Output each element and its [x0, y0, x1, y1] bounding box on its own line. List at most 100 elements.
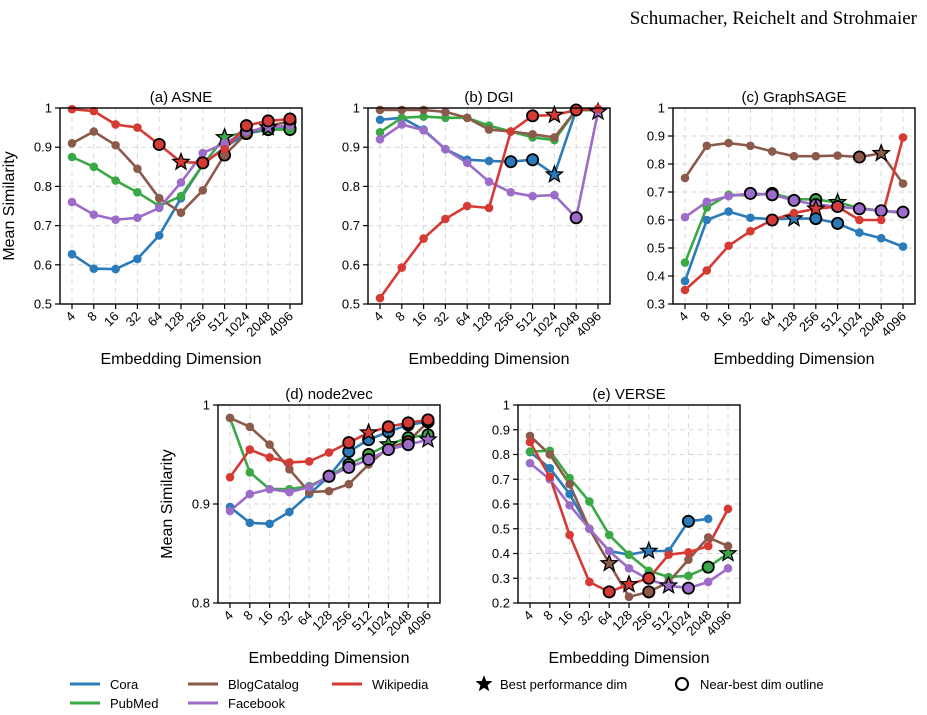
data-point-blogcatalog — [441, 107, 450, 117]
outlined-point-pubmed — [701, 560, 715, 574]
data-point-wikipedia — [220, 144, 229, 154]
best-star-blogcatalog — [871, 143, 892, 162]
data-point-blogcatalog — [462, 113, 472, 123]
outlined-point-wikipedia — [526, 109, 540, 123]
data-point-facebook — [67, 197, 77, 207]
data-point-facebook — [506, 187, 516, 197]
outlined-point-facebook — [743, 186, 757, 200]
x-tick-label: 16 — [714, 309, 735, 330]
data-point-pubmed — [585, 497, 594, 506]
outlined-point-facebook — [401, 438, 415, 452]
data-point-wikipedia — [664, 550, 673, 560]
data-point-facebook — [225, 506, 235, 516]
data-point-wikipedia — [397, 263, 407, 272]
y-tick-label: 1 — [45, 101, 52, 116]
series-line-cora — [529, 450, 709, 557]
data-point-wikipedia — [680, 285, 690, 295]
data-point-wikipedia — [724, 241, 733, 251]
x-tick-label: 32 — [431, 309, 452, 330]
y-tick-label: 0.4 — [492, 546, 510, 561]
data-point-facebook — [624, 564, 634, 573]
data-point-blogcatalog — [550, 133, 559, 142]
data-point-facebook — [723, 564, 733, 573]
data-point-facebook — [220, 138, 229, 148]
data-point-facebook — [724, 191, 733, 201]
legend-outline-label: Near-best dim outline — [700, 677, 824, 692]
data-point-blogcatalog — [898, 179, 908, 188]
x-tick-label: 256 — [183, 309, 209, 335]
x-tick-label: 128 — [161, 309, 187, 335]
data-point-blogcatalog — [680, 173, 690, 183]
x-tick-label: 8 — [392, 309, 408, 325]
data-point-cora — [133, 254, 142, 264]
data-point-cora — [746, 213, 755, 223]
outlined-point-wikipedia — [765, 213, 779, 227]
data-point-pubmed — [397, 113, 407, 123]
data-point-wikipedia — [545, 472, 555, 482]
x-tick-label: 8 — [240, 608, 256, 624]
best-star-wikipedia — [544, 104, 565, 124]
data-point-facebook — [375, 135, 385, 144]
outlined-point-wikipedia — [196, 156, 210, 170]
data-point-pubmed — [565, 473, 574, 483]
data-point-wikipedia — [304, 457, 314, 466]
x-tick-label: 128 — [469, 309, 495, 335]
data-point-blogcatalog — [176, 208, 186, 217]
data-point-cora — [724, 207, 733, 216]
y-tick-label: 0.9 — [192, 497, 210, 512]
data-point-blogcatalog — [89, 127, 99, 136]
data-point-blogcatalog — [419, 105, 428, 115]
y-tick-label: 0.6 — [492, 497, 510, 512]
y-tick-label: 0.8 — [192, 596, 210, 611]
panel-2: 0.30.40.50.60.70.80.914 8 16 32 641282565121… — [647, 89, 916, 368]
data-point-blogcatalog — [67, 138, 77, 148]
y-tick-label: 0.6 — [34, 257, 52, 272]
y-tick-label: 0.7 — [647, 185, 665, 200]
y-tick-label: 1 — [353, 101, 360, 116]
outlined-point-wikipedia — [342, 436, 356, 450]
data-point-blogcatalog — [545, 450, 555, 459]
data-point-blogcatalog — [702, 141, 712, 151]
data-point-cora — [67, 249, 77, 259]
x-axis-label: Embedding Dimension — [549, 650, 710, 667]
data-point-facebook — [702, 197, 712, 207]
data-point-blogcatalog — [565, 479, 574, 489]
data-point-pubmed — [89, 162, 99, 172]
data-point-facebook — [585, 524, 594, 534]
panel-title: (d) node2vec — [285, 386, 373, 403]
data-point-blogcatalog — [111, 140, 120, 150]
data-point-wikipedia — [703, 541, 713, 551]
best-star-wikipedia — [619, 574, 639, 593]
y-tick-label: 0.6 — [342, 257, 360, 272]
data-point-facebook — [133, 213, 142, 223]
data-point-wikipedia — [525, 437, 535, 447]
data-point-cora — [111, 264, 120, 274]
y-tick-label: 0.8 — [647, 157, 665, 172]
y-tick-label: 0.5 — [342, 297, 360, 312]
panel-title: (b) DGI — [464, 89, 513, 106]
y-tick-label: 1 — [658, 101, 665, 116]
data-point-pubmed — [133, 187, 142, 197]
data-point-pubmed — [176, 191, 186, 201]
data-point-facebook — [441, 144, 450, 154]
outlined-point-blogcatalog — [642, 585, 656, 599]
outlined-point-facebook — [569, 211, 583, 225]
outlined-point-cora — [526, 153, 540, 167]
data-point-blogcatalog — [344, 479, 354, 489]
best-star-facebook — [418, 429, 438, 449]
data-point-cora — [545, 463, 555, 473]
best-star-wikipedia — [805, 198, 826, 218]
y-tick-label: 0.7 — [492, 472, 510, 487]
data-point-blogcatalog — [484, 125, 494, 134]
data-point-cora — [703, 514, 713, 524]
x-tick-label: 4 — [62, 309, 78, 325]
data-point-wikipedia — [484, 203, 494, 213]
data-point-wikipedia — [419, 234, 428, 243]
data-point-blogcatalog — [525, 431, 535, 441]
running-header: Schumacher, Reichelt and Strohmaier — [629, 8, 917, 29]
data-point-blogcatalog — [723, 541, 733, 551]
y-tick-label: 0.8 — [492, 447, 510, 462]
x-axis-label: Embedding Dimension — [714, 351, 875, 368]
outlined-point-wikipedia — [152, 137, 166, 151]
